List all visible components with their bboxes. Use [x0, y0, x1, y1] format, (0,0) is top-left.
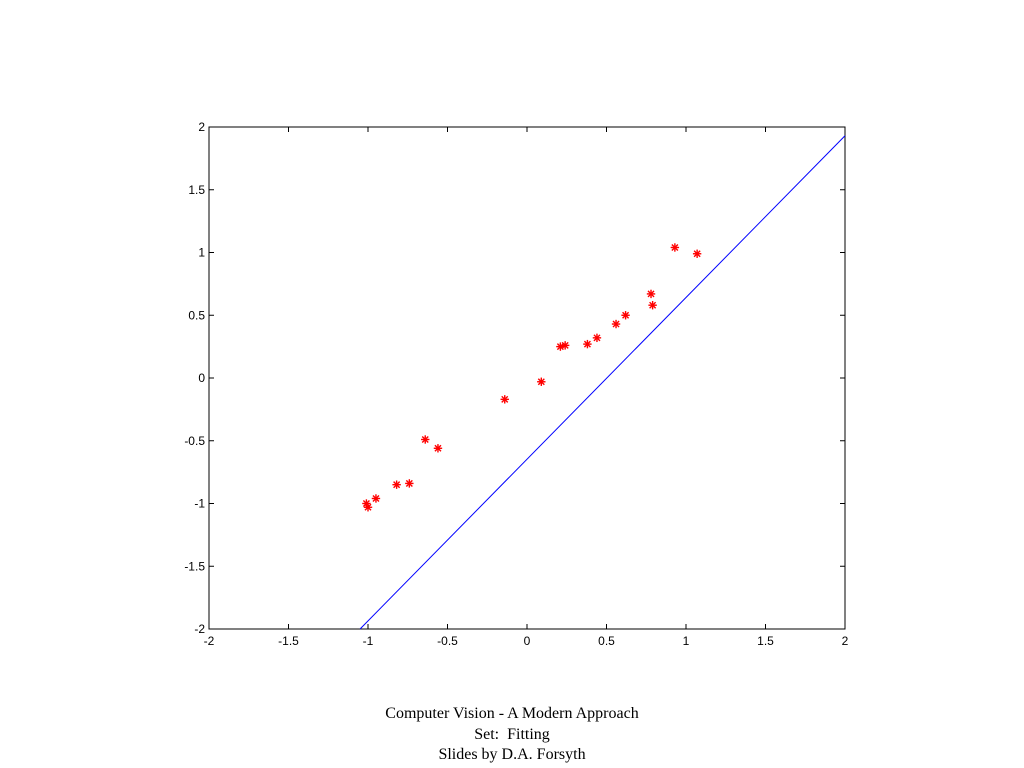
data-point — [433, 444, 443, 453]
x-tick-label: 0 — [524, 634, 531, 648]
x-tick-label: 1.5 — [757, 634, 774, 648]
y-tick-label: 1.5 — [188, 183, 205, 197]
x-tick-label: 2 — [842, 634, 849, 648]
y-tick-label: -0.5 — [184, 434, 205, 448]
y-tick-label: -1 — [194, 497, 205, 511]
plot-area — [208, 126, 846, 630]
y-tick-label: 0.5 — [188, 308, 205, 322]
set-title: Set: Fitting — [474, 725, 550, 743]
y-tick-label: 0 — [198, 371, 205, 385]
data-point — [692, 249, 702, 258]
data-point — [405, 479, 414, 488]
y-tick-label: -1.5 — [184, 559, 205, 573]
y-tick-label: 1 — [198, 246, 205, 260]
x-tick-label: -2 — [204, 634, 215, 648]
data-point — [392, 480, 401, 489]
data-point — [500, 395, 509, 404]
y-tick-label: 2 — [198, 120, 205, 134]
data-point — [421, 435, 430, 444]
x-tick-label: -0.5 — [437, 634, 458, 648]
data-point — [670, 243, 680, 252]
axes-ticks: -2 -1.5 -1 -0.5 0 0.5 1 1.5 2 -2 -1.5 -1 -0.5 0 0.5 1 1.… — [184, 120, 848, 648]
data-point — [363, 503, 373, 512]
data-point — [621, 311, 630, 320]
data-point — [371, 494, 381, 503]
data-point — [583, 339, 592, 349]
data-point — [611, 319, 621, 329]
data-point — [537, 377, 546, 386]
data-point — [648, 301, 657, 310]
data-point — [646, 289, 656, 299]
fitted-line — [359, 135, 846, 630]
data-point — [592, 333, 602, 343]
course-title: Computer Vision - A Modern Approach — [385, 705, 639, 722]
x-tick-label: 1 — [683, 634, 690, 648]
series-layer — [359, 135, 846, 630]
scatter-plot: -2 -1.5 -1 -0.5 0 0.5 1 1.5 2 -2 -1.5 -1 -0.5 0 0.5 1 1.… — [184, 120, 848, 648]
x-tick-label: -1.5 — [278, 634, 299, 648]
slide-footer: Computer Vision - A Modern Approach Set:… — [0, 704, 1024, 766]
x-tick-label: 0.5 — [598, 634, 615, 648]
data-point — [560, 341, 570, 350]
author-credit: Slides by D.A. Forsyth — [438, 746, 586, 763]
y-tick-label: -2 — [194, 622, 205, 636]
x-tick-label: -1 — [363, 634, 374, 648]
